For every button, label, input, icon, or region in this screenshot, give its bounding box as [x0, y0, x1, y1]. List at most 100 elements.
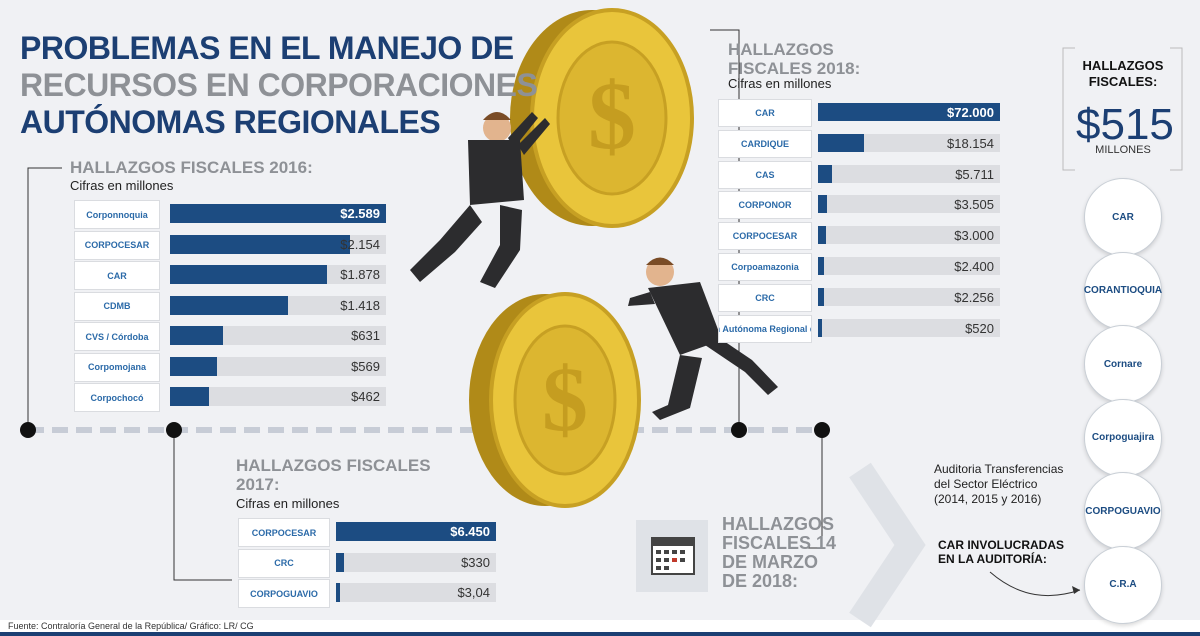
title-line-2: RECURSOS EN CORPORACIONES — [20, 67, 538, 103]
bar-value-label: $5.711 — [955, 166, 994, 182]
bar-value-label: $6.450 — [450, 524, 490, 539]
title-line-1: PROBLEMAS EN EL MANEJO DE — [20, 30, 514, 66]
total-label-line-2: FISCALES: — [1088, 74, 1158, 89]
bar-value-label: $1.418 — [340, 297, 380, 313]
march-line-2: FISCALES 14 — [722, 533, 837, 553]
svg-text:$: $ — [542, 348, 588, 450]
category-logo: CRC — [718, 283, 812, 312]
bar — [818, 287, 824, 306]
main-title: PROBLEMAS EN EL MANEJO DE RECURSOS EN CO… — [20, 30, 538, 141]
bar-track — [170, 265, 386, 284]
bottom-rule — [0, 632, 1200, 636]
bar — [818, 226, 826, 245]
total-unit: MILLONES — [1095, 144, 1151, 156]
section-title-2017: HALLAZGOS FISCALES 2017: — [236, 456, 431, 494]
bar — [818, 164, 833, 183]
car-logo-circle: CORPOGUAVIO — [1084, 472, 1162, 550]
section-subtitle-2017: Cifras en millones — [236, 496, 340, 511]
category-logo: CDMB — [74, 291, 160, 321]
bar-track — [818, 103, 1000, 121]
category-logo: CRC — [238, 548, 330, 578]
bar — [170, 356, 218, 376]
category-logo: CAR — [74, 261, 160, 290]
bracket-left — [1062, 47, 1075, 171]
arrow-to-cra — [989, 571, 1081, 597]
total-label-line-1: HALLAZGOS — [1082, 58, 1164, 73]
bar-track — [818, 318, 1000, 337]
car-logo-circle: Cornare — [1084, 325, 1162, 403]
bar-value-label: $72.000 — [947, 105, 994, 120]
category-logo: Corporación Autónoma Regional de Risaral… — [718, 314, 812, 343]
category-logo: CORPOCESAR — [74, 230, 160, 260]
car-logo-circle: Corpoguajira — [1084, 398, 1162, 477]
bar — [170, 295, 289, 315]
bar-track — [818, 226, 1000, 245]
march-line-4: DE 2018: — [722, 571, 799, 591]
businessman-upper — [410, 112, 550, 288]
bar-track — [818, 133, 1000, 152]
bar — [170, 387, 209, 406]
bar-track — [818, 164, 1000, 183]
bar-value-label: $2.256 — [954, 289, 994, 305]
bar-value-label: $520 — [965, 320, 994, 336]
bar-value-label: $462 — [351, 389, 380, 404]
category-logo: Corpochocó — [74, 383, 160, 412]
car-logo-circle: CAR — [1084, 178, 1162, 256]
march-line-3: DE MARZO — [722, 552, 818, 572]
bar-value-label: $2.400 — [954, 259, 994, 274]
category-logo: CARDIQUE — [718, 129, 812, 158]
bar-track — [170, 356, 386, 376]
bar-track — [170, 387, 386, 406]
category-logo: CORPOCESAR — [718, 222, 812, 251]
category-logo: CVS / Córdoba — [74, 322, 160, 351]
bar-value-label: $330 — [461, 554, 490, 570]
category-logo: Corpoamazonia — [718, 253, 812, 281]
connector-march-2018 — [808, 430, 823, 549]
bar — [336, 583, 340, 602]
bar-track — [170, 204, 386, 223]
bar-value-label: $3,04 — [457, 585, 490, 600]
bar — [170, 234, 350, 254]
section-title-2016: HALLAZGOS FISCALES 2016: — [70, 158, 313, 177]
car-logo-circle: C.R.A — [1084, 545, 1162, 624]
bar — [818, 318, 822, 337]
bar-track — [170, 326, 386, 345]
bar — [336, 522, 496, 541]
section-title-2018: HALLAZGOS FISCALES 2018: — [728, 40, 861, 78]
connector-2016 — [27, 167, 62, 430]
audit-description: Auditoria Transferencias del Sector Eléc… — [934, 462, 1064, 506]
bar-value-label: $569 — [351, 358, 380, 374]
bar — [336, 552, 345, 572]
category-logo: CORPONOR — [718, 191, 812, 220]
category-logo: CAS — [718, 160, 812, 189]
bar-track — [170, 295, 386, 315]
bar — [818, 103, 1000, 121]
gold-coin-upper: $ — [510, 8, 694, 228]
source-footer: Fuente: Contraloría General de la Repúbl… — [8, 621, 254, 631]
bar-value-label: $3.000 — [954, 228, 994, 244]
bracket-right — [1170, 47, 1183, 171]
bar — [170, 326, 223, 345]
section-subtitle-2018: Cifras en millones — [728, 76, 832, 91]
category-logo: CORPOCESAR — [238, 518, 330, 547]
bar-value-label: $631 — [351, 328, 380, 343]
bar-track — [336, 522, 496, 541]
category-logo: Corpomojana — [74, 352, 160, 382]
bar-value-label: $18.154 — [947, 135, 994, 151]
bar-track — [336, 583, 496, 602]
bar-track — [170, 234, 386, 254]
bar — [818, 133, 864, 152]
chevron-arrow — [849, 462, 926, 628]
audit-involved-line-2: EN LA AUDITORÍA: — [938, 552, 1047, 566]
section-title-march-2018: HALLAZGOS FISCALES 14 DE MARZO DE 2018: — [722, 515, 836, 591]
bar — [170, 204, 386, 223]
businessman-lower — [628, 257, 778, 420]
bar-track — [818, 195, 1000, 214]
category-logo: Corponnoquia — [74, 200, 160, 229]
march-line-1: HALLAZGOS — [722, 514, 834, 534]
calendar-icon — [636, 520, 708, 592]
bar-track — [336, 552, 496, 572]
section-subtitle-2016: Cifras en millones — [70, 178, 174, 193]
